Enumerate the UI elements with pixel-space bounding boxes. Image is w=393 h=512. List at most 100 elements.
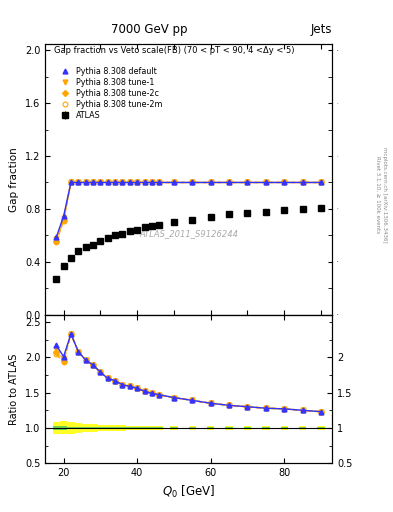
Pythia 8.308 tune-2c bbox=[76, 179, 81, 185]
Legend: Pythia 8.308 default, Pythia 8.308 tune-1, Pythia 8.308 tune-2c, Pythia 8.308 tu: Pythia 8.308 default, Pythia 8.308 tune-… bbox=[58, 67, 163, 120]
Pythia 8.308 default bbox=[83, 179, 88, 185]
Pythia 8.308 tune-2m bbox=[54, 239, 59, 245]
Pythia 8.308 tune-1 bbox=[245, 179, 250, 185]
X-axis label: $Q_0$ [GeV]: $Q_0$ [GeV] bbox=[162, 484, 215, 500]
Pythia 8.308 default bbox=[300, 179, 305, 185]
Pythia 8.308 tune-1 bbox=[190, 179, 195, 185]
Pythia 8.308 tune-1 bbox=[172, 179, 176, 185]
Pythia 8.308 tune-2m bbox=[135, 179, 140, 185]
Pythia 8.308 tune-2m bbox=[149, 179, 154, 185]
Text: ATLAS_2011_S9126244: ATLAS_2011_S9126244 bbox=[139, 229, 238, 238]
Pythia 8.308 default bbox=[127, 179, 132, 185]
Pythia 8.308 tune-2m bbox=[190, 179, 195, 185]
Pythia 8.308 tune-2m bbox=[300, 179, 305, 185]
Pythia 8.308 tune-2c bbox=[91, 179, 95, 185]
Pythia 8.308 tune-2m bbox=[157, 179, 162, 185]
Pythia 8.308 default bbox=[172, 179, 176, 185]
Pythia 8.308 default bbox=[245, 179, 250, 185]
Pythia 8.308 tune-1 bbox=[135, 179, 140, 185]
Pythia 8.308 tune-2c bbox=[120, 179, 125, 185]
Pythia 8.308 tune-2c bbox=[54, 238, 59, 244]
Pythia 8.308 tune-1 bbox=[127, 179, 132, 185]
Line: Pythia 8.308 tune-1: Pythia 8.308 tune-1 bbox=[54, 180, 323, 242]
Line: Pythia 8.308 tune-2c: Pythia 8.308 tune-2c bbox=[54, 180, 323, 243]
Text: Gap fraction vs Veto scale(FB) (70 < pT < 90, 4 <Δy < 5): Gap fraction vs Veto scale(FB) (70 < pT … bbox=[54, 46, 294, 55]
Pythia 8.308 tune-1 bbox=[54, 237, 59, 243]
Pythia 8.308 default bbox=[54, 234, 59, 241]
Line: Pythia 8.308 default: Pythia 8.308 default bbox=[54, 180, 323, 240]
Pythia 8.308 tune-2m bbox=[282, 179, 286, 185]
Pythia 8.308 tune-2c bbox=[157, 179, 162, 185]
Text: mcplots.cern.ch [arXiv:1306.3436]: mcplots.cern.ch [arXiv:1306.3436] bbox=[382, 147, 387, 242]
Pythia 8.308 tune-2c bbox=[264, 179, 268, 185]
Pythia 8.308 tune-2c bbox=[98, 179, 103, 185]
Pythia 8.308 tune-2c bbox=[105, 179, 110, 185]
Pythia 8.308 tune-2c bbox=[208, 179, 213, 185]
Pythia 8.308 tune-2c bbox=[190, 179, 195, 185]
Pythia 8.308 tune-1 bbox=[69, 179, 73, 185]
Text: Jets: Jets bbox=[310, 23, 332, 36]
Pythia 8.308 tune-2c bbox=[69, 179, 73, 185]
Pythia 8.308 default bbox=[157, 179, 162, 185]
Pythia 8.308 tune-2m bbox=[245, 179, 250, 185]
Pythia 8.308 tune-1 bbox=[227, 179, 231, 185]
Pythia 8.308 default bbox=[113, 179, 118, 185]
Pythia 8.308 tune-2m bbox=[113, 179, 118, 185]
Pythia 8.308 default bbox=[135, 179, 140, 185]
Pythia 8.308 tune-1 bbox=[282, 179, 286, 185]
Pythia 8.308 default bbox=[76, 179, 81, 185]
Pythia 8.308 tune-2m bbox=[208, 179, 213, 185]
Pythia 8.308 tune-2m bbox=[105, 179, 110, 185]
Pythia 8.308 tune-1 bbox=[208, 179, 213, 185]
Pythia 8.308 default bbox=[120, 179, 125, 185]
Pythia 8.308 tune-2c bbox=[300, 179, 305, 185]
Pythia 8.308 tune-2c bbox=[127, 179, 132, 185]
Pythia 8.308 default bbox=[105, 179, 110, 185]
Pythia 8.308 tune-2c bbox=[319, 179, 323, 185]
Pythia 8.308 tune-2c bbox=[135, 179, 140, 185]
Pythia 8.308 tune-2m bbox=[61, 218, 66, 224]
Pythia 8.308 default bbox=[91, 179, 95, 185]
Pythia 8.308 default bbox=[149, 179, 154, 185]
Pythia 8.308 default bbox=[282, 179, 286, 185]
Pythia 8.308 tune-1 bbox=[61, 215, 66, 221]
Pythia 8.308 tune-2m bbox=[227, 179, 231, 185]
Pythia 8.308 tune-2c bbox=[172, 179, 176, 185]
Text: 7000 GeV pp: 7000 GeV pp bbox=[111, 23, 187, 36]
Pythia 8.308 tune-1 bbox=[319, 179, 323, 185]
Pythia 8.308 tune-2c bbox=[142, 179, 147, 185]
Pythia 8.308 tune-1 bbox=[300, 179, 305, 185]
Pythia 8.308 default bbox=[319, 179, 323, 185]
Y-axis label: Ratio to ATLAS: Ratio to ATLAS bbox=[9, 353, 19, 425]
Pythia 8.308 default bbox=[208, 179, 213, 185]
Pythia 8.308 tune-1 bbox=[157, 179, 162, 185]
Pythia 8.308 default bbox=[69, 179, 73, 185]
Text: Rivet 3.1.10, ≥ 100k events: Rivet 3.1.10, ≥ 100k events bbox=[376, 156, 380, 233]
Pythia 8.308 default bbox=[190, 179, 195, 185]
Pythia 8.308 tune-1 bbox=[149, 179, 154, 185]
Pythia 8.308 tune-1 bbox=[113, 179, 118, 185]
Pythia 8.308 tune-2c bbox=[61, 217, 66, 223]
Pythia 8.308 tune-2c bbox=[227, 179, 231, 185]
Pythia 8.308 tune-2m bbox=[127, 179, 132, 185]
Pythia 8.308 tune-2c bbox=[113, 179, 118, 185]
Pythia 8.308 tune-1 bbox=[98, 179, 103, 185]
Pythia 8.308 default bbox=[264, 179, 268, 185]
Y-axis label: Gap fraction: Gap fraction bbox=[9, 147, 19, 211]
Pythia 8.308 tune-1 bbox=[91, 179, 95, 185]
Pythia 8.308 tune-2c bbox=[282, 179, 286, 185]
Pythia 8.308 tune-1 bbox=[105, 179, 110, 185]
Line: Pythia 8.308 tune-2m: Pythia 8.308 tune-2m bbox=[54, 180, 323, 244]
Pythia 8.308 tune-1 bbox=[120, 179, 125, 185]
Pythia 8.308 tune-2m bbox=[76, 179, 81, 185]
Pythia 8.308 tune-2m bbox=[69, 179, 73, 185]
Pythia 8.308 tune-2m bbox=[172, 179, 176, 185]
Pythia 8.308 tune-1 bbox=[142, 179, 147, 185]
Pythia 8.308 tune-2m bbox=[264, 179, 268, 185]
Pythia 8.308 default bbox=[142, 179, 147, 185]
Pythia 8.308 tune-2m bbox=[120, 179, 125, 185]
Pythia 8.308 default bbox=[61, 213, 66, 219]
Pythia 8.308 tune-1 bbox=[264, 179, 268, 185]
Pythia 8.308 tune-2c bbox=[245, 179, 250, 185]
Pythia 8.308 tune-1 bbox=[76, 179, 81, 185]
